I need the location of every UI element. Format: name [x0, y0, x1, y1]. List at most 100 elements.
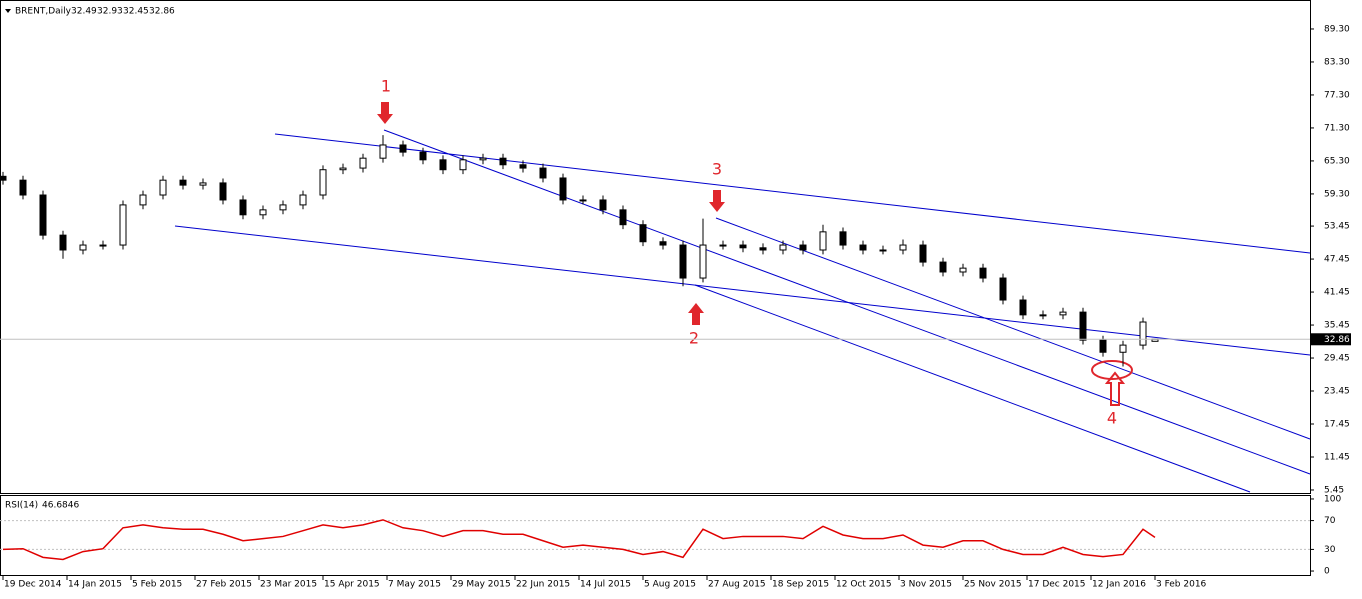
candle-body [399, 144, 407, 153]
candle-body [599, 199, 607, 211]
candle-body [19, 179, 27, 196]
candle-body [299, 194, 307, 206]
trend-line [174, 225, 1311, 356]
candle-body [719, 244, 727, 247]
y-tick-label: 30 [1324, 545, 1336, 555]
x-tick-label: 5 Aug 2015 [644, 580, 696, 590]
x-tick-label: 3 Feb 2016 [1156, 580, 1207, 590]
y-tick-label: 11.45 [1324, 452, 1350, 462]
candle-body [1019, 299, 1027, 316]
arrows [377, 102, 1126, 406]
rsi-line [2, 519, 1156, 561]
x-tick-label: 18 Sep 2015 [772, 580, 829, 590]
x-tick-label: 27 Feb 2015 [196, 580, 252, 590]
y-tick-label: 53.45 [1324, 222, 1350, 232]
trend-lines [174, 129, 1311, 493]
candle-body [779, 244, 787, 251]
arrow [688, 303, 704, 325]
candle-body [59, 234, 67, 251]
candle-body [699, 244, 707, 279]
rsi-value: 46.6846 [42, 501, 79, 511]
trend-line [383, 129, 1311, 475]
candle-body [919, 244, 927, 263]
candle-body [839, 231, 847, 246]
candle-body [519, 164, 527, 169]
candle-body [979, 267, 987, 279]
trend-line [715, 217, 1311, 440]
y-tick-label: 65.30 [1324, 156, 1350, 166]
ohlc-open: 32.49 [71, 7, 97, 17]
candle-body [259, 209, 267, 216]
x-tick-label: 7 May 2015 [388, 580, 441, 590]
candle-body [479, 157, 487, 161]
annotation: 2 [689, 329, 699, 348]
current-price-box [1311, 333, 1351, 346]
candle-body [859, 244, 867, 251]
candle-body [819, 231, 827, 251]
candle-body [1139, 321, 1147, 346]
x-tick-label: 25 Nov 2015 [964, 580, 1022, 590]
x-tick-label: 29 May 2015 [452, 580, 511, 590]
candle-body [0, 175, 7, 181]
annotation: 3 [712, 160, 722, 179]
y-tick-label: 23.45 [1324, 387, 1350, 397]
rsi-panel [0, 495, 1311, 576]
candle-body [559, 177, 567, 201]
candle-body [759, 247, 767, 251]
candle-body [499, 157, 507, 166]
candle-body [359, 157, 367, 169]
candle-body [579, 199, 587, 202]
y-tick-label: 47.45 [1324, 255, 1350, 265]
y-tick-label: 0 [1324, 567, 1330, 577]
x-tick-label: 12 Jan 2016 [1092, 580, 1146, 590]
ohlc-close: 32.86 [149, 7, 175, 17]
y-tick-label: 29.45 [1324, 354, 1350, 364]
candle-body [739, 244, 747, 249]
candle-body [619, 209, 627, 226]
candle-body [1059, 311, 1067, 316]
y-tick-label: 71.30 [1324, 123, 1350, 133]
price-panel [0, 0, 1311, 494]
candle-body [419, 151, 427, 161]
candle-body [159, 179, 167, 196]
candle-body [659, 241, 667, 246]
candle-body [459, 159, 467, 171]
y-tick-label: 70 [1324, 516, 1336, 526]
arrow [709, 190, 725, 212]
y-tick-label: 35.45 [1324, 321, 1350, 331]
candle-body [939, 261, 947, 273]
annotation: 1 [381, 77, 391, 96]
candle-body [639, 224, 647, 243]
highlight-ellipse [1091, 360, 1133, 380]
x-tick-label: 14 Jan 2015 [68, 580, 122, 590]
annotation: 4 [1107, 409, 1117, 428]
x-tick-label: 27 Aug 2015 [708, 580, 766, 590]
candle-body [959, 267, 967, 273]
y-tick-label: 89.30 [1324, 24, 1350, 34]
y-tick-label: 41.45 [1324, 288, 1350, 298]
candle-body [279, 204, 287, 211]
candle-body [899, 244, 907, 251]
candle-body [239, 199, 247, 216]
x-tick-label: 14 Jul 2015 [580, 580, 631, 590]
candle-body [139, 194, 147, 206]
candle-body [1039, 314, 1047, 317]
candle-body [379, 144, 387, 159]
candle-body [439, 159, 447, 171]
x-tick-label: 12 Oct 2015 [836, 580, 892, 590]
y-tick-label: 83.30 [1324, 57, 1350, 67]
candle-body [79, 244, 87, 251]
y-tick-label: 100 [1324, 494, 1341, 504]
candle-body [1099, 339, 1107, 353]
current-price-label: 32.86 [1324, 335, 1350, 345]
candle-body [39, 194, 47, 236]
y-tick-label: 77.30 [1324, 90, 1350, 100]
candle-body [539, 167, 547, 179]
candle-body [219, 182, 227, 201]
x-tick-label: 22 Jun 2015 [516, 580, 570, 590]
candle-body [339, 167, 347, 171]
candle-body [99, 244, 107, 247]
ohlc-high: 32.93 [97, 7, 123, 17]
x-tick-label: 17 Dec 2015 [1028, 580, 1086, 590]
